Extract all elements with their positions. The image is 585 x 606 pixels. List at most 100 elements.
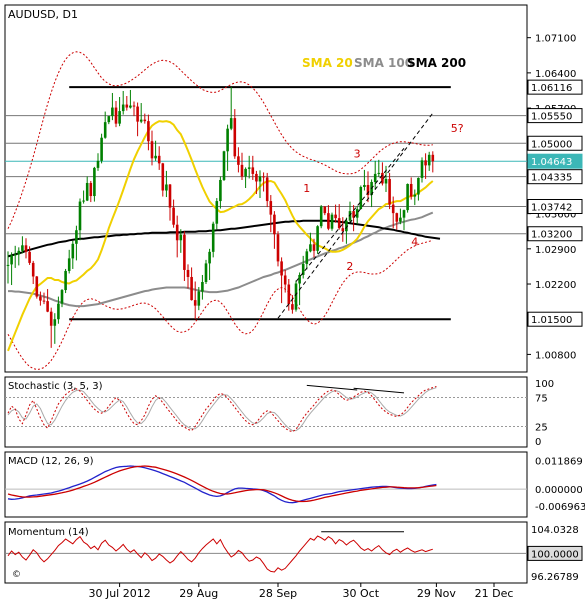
macd-tick-label: 0.000000 <box>535 485 583 496</box>
candle-body <box>287 284 291 305</box>
candle-body <box>172 207 175 225</box>
candle-body <box>309 244 312 252</box>
candle-body <box>240 164 244 177</box>
candle-body <box>229 118 233 129</box>
macd-signal-line <box>7 465 437 503</box>
price-tick-label: 1.03600 <box>535 210 576 221</box>
candle-body <box>64 270 67 291</box>
candle-body <box>427 154 431 166</box>
candle-body <box>132 105 136 107</box>
candle-body <box>424 160 427 166</box>
candle-body <box>413 194 417 197</box>
level-label-box <box>527 79 583 95</box>
candle-body <box>273 214 276 235</box>
candle-body <box>17 250 21 255</box>
candle-body <box>165 184 168 191</box>
candle-body <box>96 160 100 168</box>
candle-body <box>384 178 388 184</box>
price-tick-label: 1.00800 <box>535 350 576 361</box>
trend-channel-line <box>277 112 434 319</box>
x-tick-label: 29 Aug <box>179 587 218 600</box>
candle-body <box>175 224 179 241</box>
candle-body <box>373 173 377 182</box>
candle-body <box>211 223 215 252</box>
momentum-tick-label: 96.26789 <box>531 572 579 583</box>
candle-body <box>179 234 183 241</box>
candle-body <box>197 291 201 306</box>
candle-body <box>24 245 28 252</box>
candle-body <box>406 183 409 211</box>
candle-body <box>258 176 262 182</box>
candle-body <box>244 168 247 177</box>
momentum-tick-label: 100.0000 <box>531 549 579 560</box>
candle-body <box>67 258 71 271</box>
legend-sma200: SMA 200 <box>407 56 466 70</box>
candle-body <box>341 228 345 232</box>
candle-body <box>121 104 125 112</box>
candle-body <box>215 201 219 224</box>
candle-body <box>6 264 10 266</box>
sma100-line <box>8 211 434 308</box>
momentum-line <box>7 535 433 573</box>
bollinger-lower-line <box>7 239 433 371</box>
candle-body <box>345 220 348 232</box>
candle-body <box>247 167 251 169</box>
candle-body <box>395 213 399 222</box>
stochastic-divergence-line <box>353 387 405 394</box>
candle-body <box>417 177 420 195</box>
candle-body <box>82 200 85 202</box>
candle-body <box>183 234 186 270</box>
candle-body <box>262 176 265 178</box>
candle-body <box>186 269 190 277</box>
candle-body <box>391 204 395 214</box>
candle-body <box>399 217 402 222</box>
macd-tick-label: -0.006963 <box>535 502 585 513</box>
candle-body <box>39 296 42 301</box>
candle-body <box>377 172 381 174</box>
stochastic-main-line <box>7 386 437 433</box>
candle-body <box>75 230 78 244</box>
momentum-tick-label: 104.0328 <box>531 525 579 536</box>
candle-body <box>201 282 204 292</box>
candle-body <box>233 118 237 157</box>
candle-body <box>107 116 111 123</box>
candle-body <box>402 210 406 218</box>
candle-body <box>49 311 53 326</box>
price-tick-label: 1.06400 <box>535 69 576 80</box>
wave-label: 4 <box>411 235 418 248</box>
stochastic-tick-label: 100 <box>535 379 554 390</box>
momentum-label: Momentum (14) <box>8 527 89 538</box>
candle-body <box>348 211 352 221</box>
pane-frame-stoch <box>4 376 528 448</box>
price-tick-label: 1.07100 <box>535 34 576 45</box>
candle-body <box>139 119 143 122</box>
candle-body <box>276 234 280 262</box>
level-label-box <box>527 169 583 185</box>
candle-body <box>420 160 424 178</box>
candle-body <box>222 151 226 180</box>
candle-body <box>226 128 229 152</box>
candle-body <box>31 262 35 277</box>
level-label-text: 1.06116 <box>531 83 572 94</box>
x-tick-label: 29 Nov <box>417 587 456 600</box>
candle-body <box>157 155 161 164</box>
candle-body <box>71 243 75 259</box>
candle-body <box>294 283 298 310</box>
bollinger-upper-line <box>7 51 433 229</box>
candle-body <box>204 263 208 283</box>
level-label-text: 1.04335 <box>531 173 572 184</box>
candle-body <box>57 303 60 320</box>
candle-body <box>431 154 435 162</box>
level-label-box <box>527 198 583 214</box>
level-label-text: 1.01500 <box>531 315 572 326</box>
candle-body <box>316 226 319 251</box>
candle-body <box>280 261 283 276</box>
candle-body <box>111 107 114 117</box>
candle-body <box>53 319 57 326</box>
candle-body <box>355 209 359 218</box>
wave-label: 3 <box>354 147 361 160</box>
symbol-label: AUDUSD, D1 <box>8 8 78 21</box>
candle-body <box>255 173 258 182</box>
